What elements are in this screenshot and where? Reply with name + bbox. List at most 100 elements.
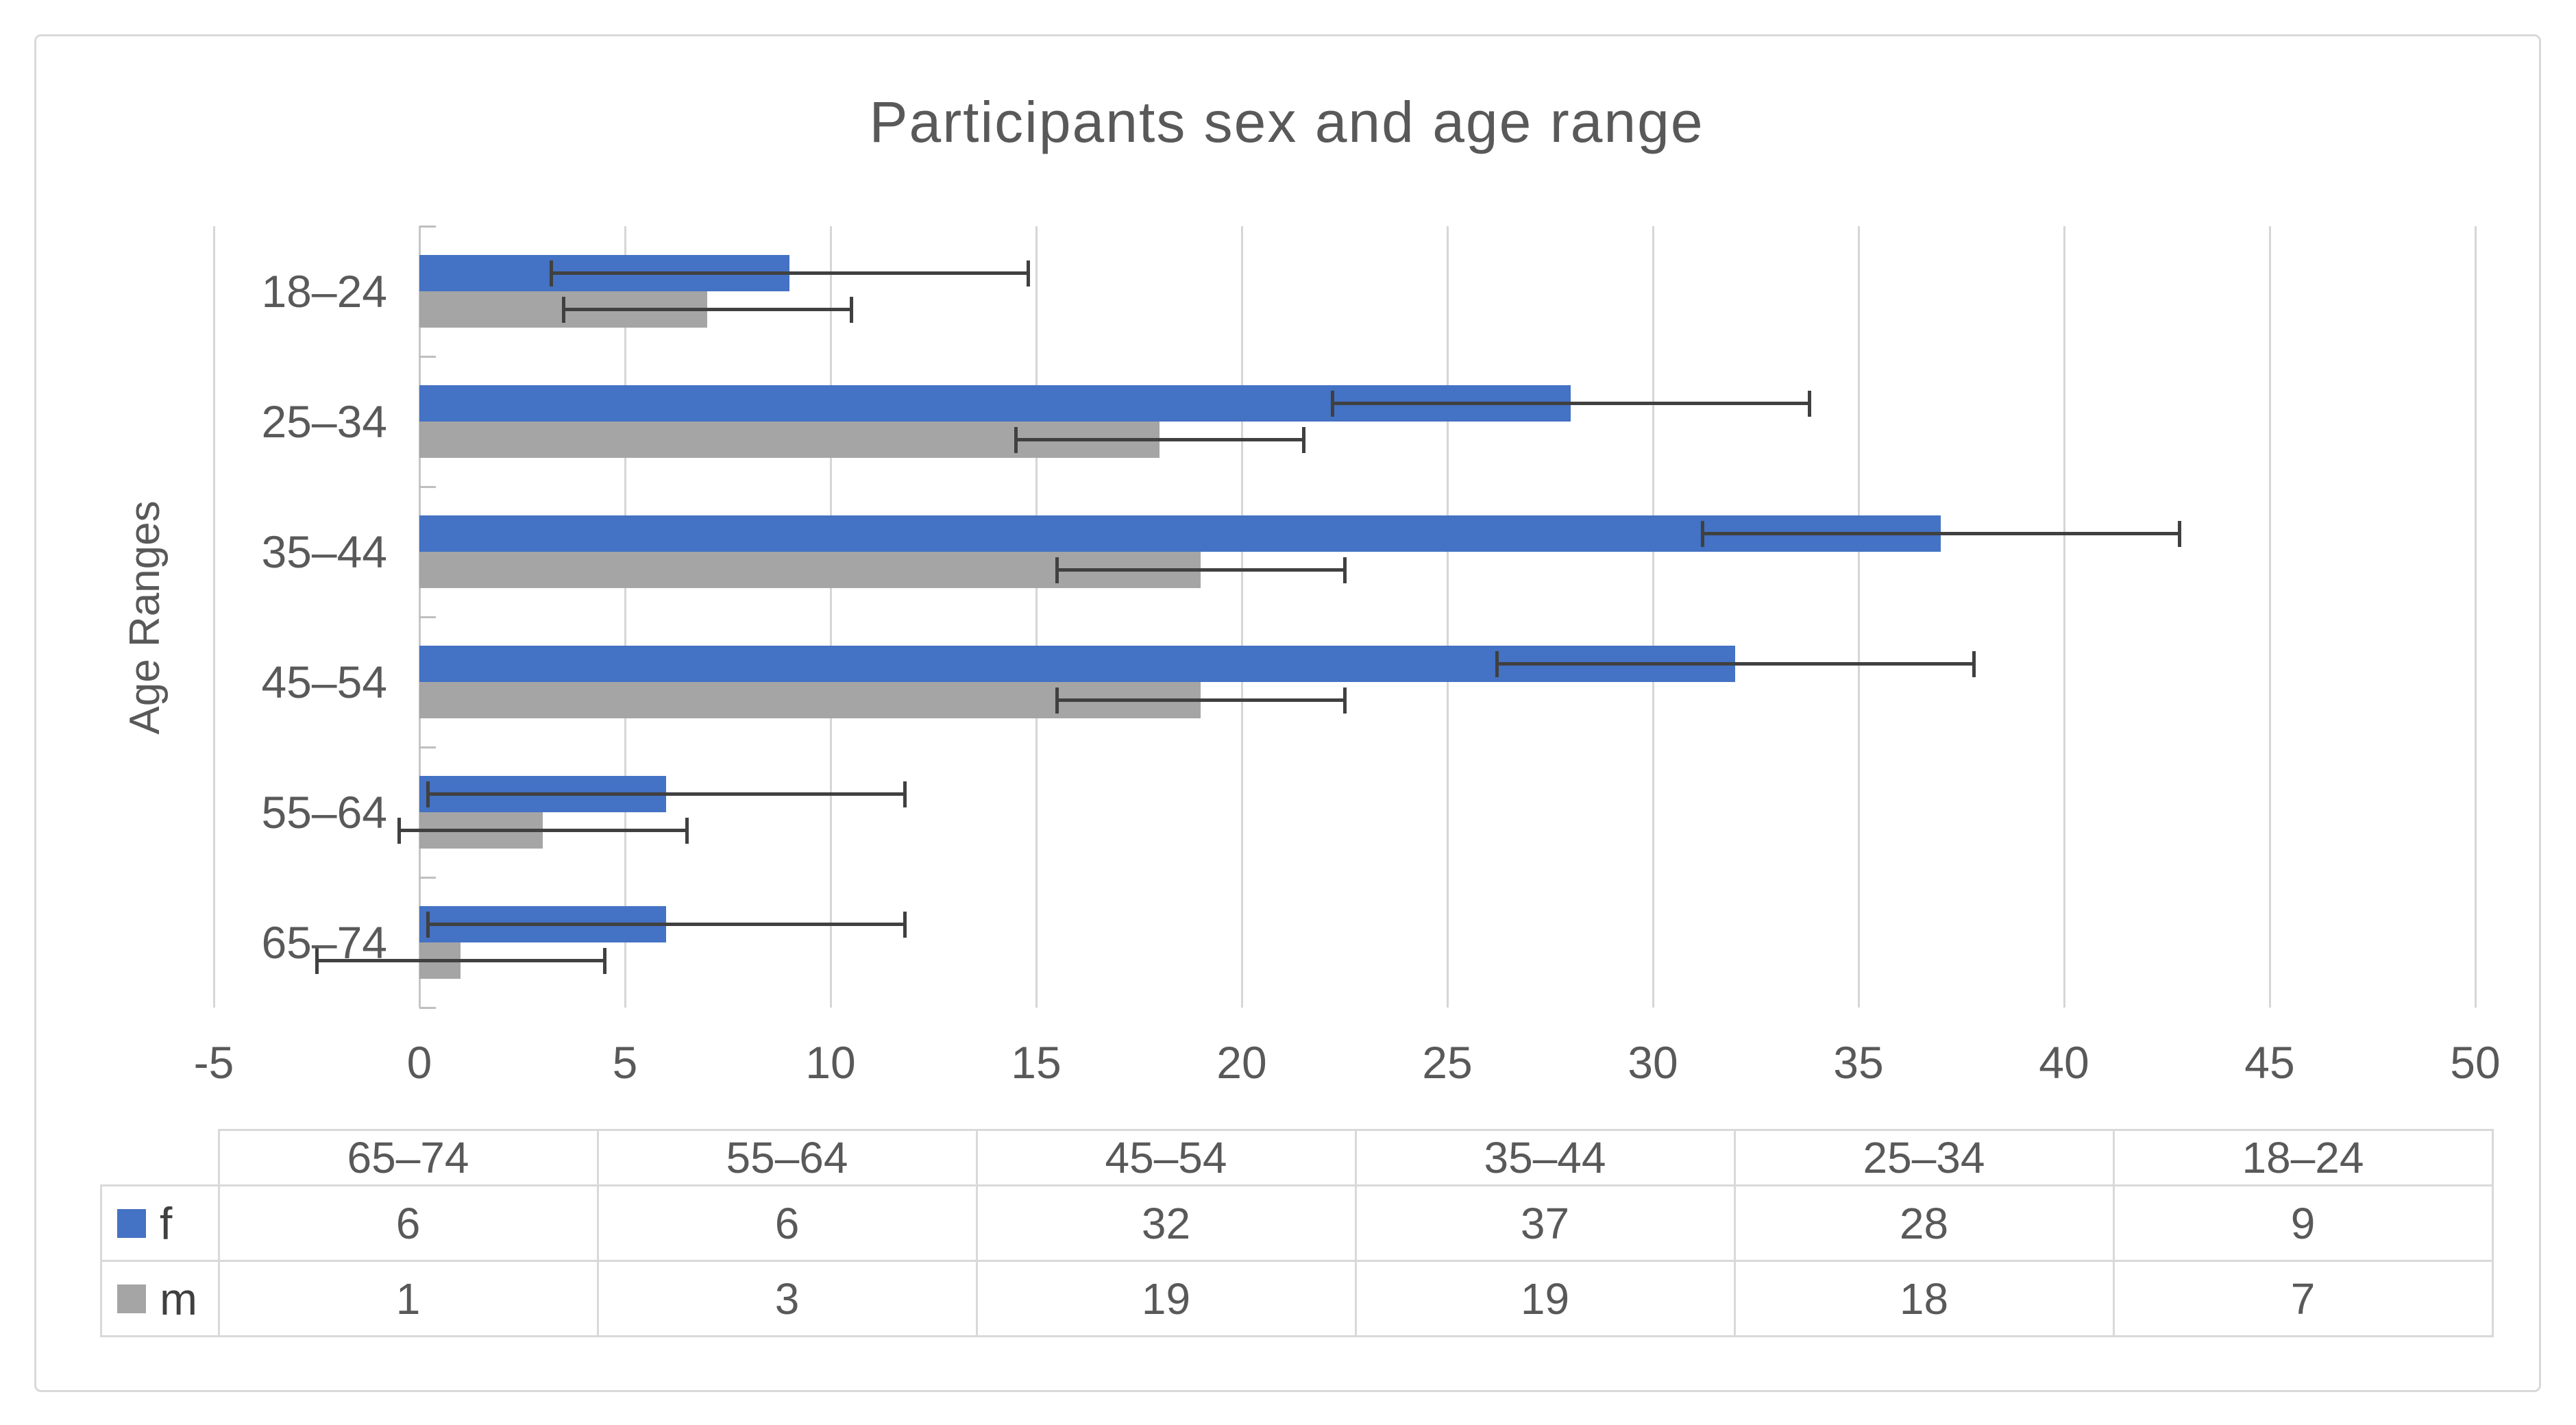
errorbar-m-2-cap-right bbox=[1342, 557, 1347, 583]
category-label-4: 55–64 bbox=[261, 787, 387, 838]
table-corner-cell bbox=[101, 1130, 220, 1186]
legend-label-f: f bbox=[160, 1197, 173, 1249]
errorbar-m-3-cap-left bbox=[1055, 687, 1059, 714]
category-label-3: 45–54 bbox=[261, 657, 387, 707]
errorbar-m-5-line bbox=[317, 959, 604, 962]
errorbar-f-3-cap-left bbox=[1495, 650, 1499, 677]
errorbar-m-2-cap-left bbox=[1055, 557, 1059, 583]
errorbar-m-3-line bbox=[1057, 698, 1345, 702]
table-cell-m-1: 3 bbox=[596, 1260, 978, 1337]
gridline-20 bbox=[1240, 226, 1243, 1008]
bar-f-2 bbox=[419, 515, 1941, 552]
x-tick-label-15: 15 bbox=[1011, 1037, 1062, 1088]
category-axis-tick bbox=[419, 1006, 436, 1009]
category-axis-tick bbox=[419, 876, 436, 879]
table-cell-m-4: 18 bbox=[1733, 1260, 2115, 1337]
x-tick-label-35: 35 bbox=[1833, 1037, 1884, 1088]
errorbar-m-4-cap-right bbox=[685, 817, 689, 844]
data-table: 65–74 55–64 45–54 35–44 25–34 18–24 f 6 6 32 37 28 9… bbox=[100, 1129, 2494, 1337]
x-tick-label-45: 45 bbox=[2244, 1037, 2295, 1088]
gridline-50 bbox=[2474, 226, 2477, 1008]
errorbar-f-4-cap-right bbox=[903, 781, 907, 807]
errorbar-f-0-cap-left bbox=[549, 260, 553, 287]
chart-title: Participants sex and age range bbox=[869, 90, 1704, 154]
table-header-1: 55–64 bbox=[596, 1129, 978, 1186]
table-cell-m-0: 1 bbox=[217, 1260, 599, 1337]
category-axis-tick bbox=[419, 355, 436, 358]
errorbar-f-4-line bbox=[428, 792, 905, 796]
gridline-35 bbox=[1857, 226, 1860, 1008]
errorbar-m-0-line bbox=[563, 308, 851, 311]
errorbar-f-1-cap-right bbox=[1807, 390, 1811, 417]
table-row-m: m 1 3 19 19 18 7 bbox=[100, 1260, 2494, 1337]
x-tick-label-40: 40 bbox=[2039, 1037, 2089, 1088]
x-tick-label--5: -5 bbox=[193, 1037, 234, 1088]
category-label-2: 35–44 bbox=[261, 526, 387, 577]
table-cell-m-5: 7 bbox=[2112, 1260, 2494, 1337]
x-tick-label-20: 20 bbox=[1216, 1037, 1267, 1088]
table-cell-f-3: 37 bbox=[1354, 1184, 1736, 1262]
errorbar-f-1-cap-left bbox=[1330, 390, 1334, 417]
errorbar-f-2-line bbox=[1702, 532, 2179, 535]
table-cell-f-2: 32 bbox=[975, 1184, 1357, 1262]
table-header-3: 35–44 bbox=[1354, 1129, 1736, 1186]
legend-swatch-f bbox=[117, 1208, 146, 1238]
errorbar-m-1-cap-right bbox=[1301, 426, 1305, 453]
errorbar-f-4-cap-left bbox=[426, 781, 430, 807]
errorbar-m-2-line bbox=[1057, 568, 1345, 572]
table-cell-f-0: 6 bbox=[217, 1184, 599, 1262]
errorbar-f-5-cap-right bbox=[903, 911, 907, 938]
errorbar-f-5-line bbox=[428, 923, 905, 926]
x-tick-label-10: 10 bbox=[805, 1037, 856, 1088]
legend-key-f: f bbox=[100, 1184, 220, 1262]
errorbar-m-0-cap-right bbox=[849, 296, 853, 323]
gridline-10 bbox=[829, 226, 832, 1008]
gridline-40 bbox=[2063, 226, 2065, 1008]
table-cell-f-4: 28 bbox=[1733, 1184, 2115, 1262]
errorbar-m-4-cap-left bbox=[397, 817, 401, 844]
gridline-45 bbox=[2268, 226, 2271, 1008]
errorbar-f-1-line bbox=[1332, 402, 1809, 405]
gridline-5 bbox=[624, 226, 626, 1008]
table-cell-f-5: 9 bbox=[2112, 1184, 2494, 1262]
category-label-1: 25–34 bbox=[261, 396, 387, 447]
category-label-0: 18–24 bbox=[261, 266, 387, 317]
table-cell-m-3: 19 bbox=[1354, 1260, 1736, 1337]
x-tick-label-30: 30 bbox=[1628, 1037, 1678, 1088]
errorbar-m-1-line bbox=[1016, 438, 1303, 441]
errorbar-m-3-cap-right bbox=[1342, 687, 1347, 714]
x-tick-label-50: 50 bbox=[2450, 1037, 2501, 1088]
x-tick-label-0: 0 bbox=[406, 1037, 432, 1088]
table-header-0: 65–74 bbox=[217, 1129, 599, 1186]
category-axis-tick bbox=[419, 746, 436, 748]
table-cell-f-1: 6 bbox=[596, 1184, 978, 1262]
table-row-f: f 6 6 32 37 28 9 bbox=[100, 1184, 2494, 1262]
legend-swatch-m bbox=[117, 1284, 146, 1313]
gridline-30 bbox=[1652, 226, 1654, 1008]
table-header-5: 18–24 bbox=[2112, 1129, 2494, 1186]
errorbar-m-0-cap-left bbox=[561, 296, 565, 323]
table-cell-m-2: 19 bbox=[975, 1260, 1357, 1337]
errorbar-f-2-cap-right bbox=[2177, 520, 2181, 547]
table-header-2: 45–54 bbox=[975, 1129, 1357, 1186]
errorbar-m-5-cap-left bbox=[315, 947, 319, 974]
x-tick-label-5: 5 bbox=[612, 1037, 638, 1088]
category-axis-tick bbox=[419, 485, 436, 488]
errorbar-f-5-cap-left bbox=[426, 911, 430, 938]
category-label-5: 65–74 bbox=[261, 917, 387, 968]
legend-label-m: m bbox=[160, 1273, 197, 1324]
errorbar-f-3-cap-right bbox=[1972, 650, 1976, 677]
errorbar-m-1-cap-left bbox=[1014, 426, 1018, 453]
gridline-15 bbox=[1035, 226, 1038, 1008]
category-axis-tick bbox=[419, 225, 436, 228]
errorbar-f-0-line bbox=[551, 271, 1028, 275]
legend-key-m: m bbox=[100, 1260, 220, 1337]
gridline-25 bbox=[1446, 226, 1449, 1008]
errorbar-f-0-cap-right bbox=[1026, 260, 1030, 287]
errorbar-m-4-line bbox=[399, 829, 687, 832]
x-tick-label-25: 25 bbox=[1422, 1037, 1473, 1088]
errorbar-f-2-cap-left bbox=[1700, 520, 1704, 547]
errorbar-f-3-line bbox=[1497, 662, 1974, 666]
category-axis-tick bbox=[419, 616, 436, 618]
